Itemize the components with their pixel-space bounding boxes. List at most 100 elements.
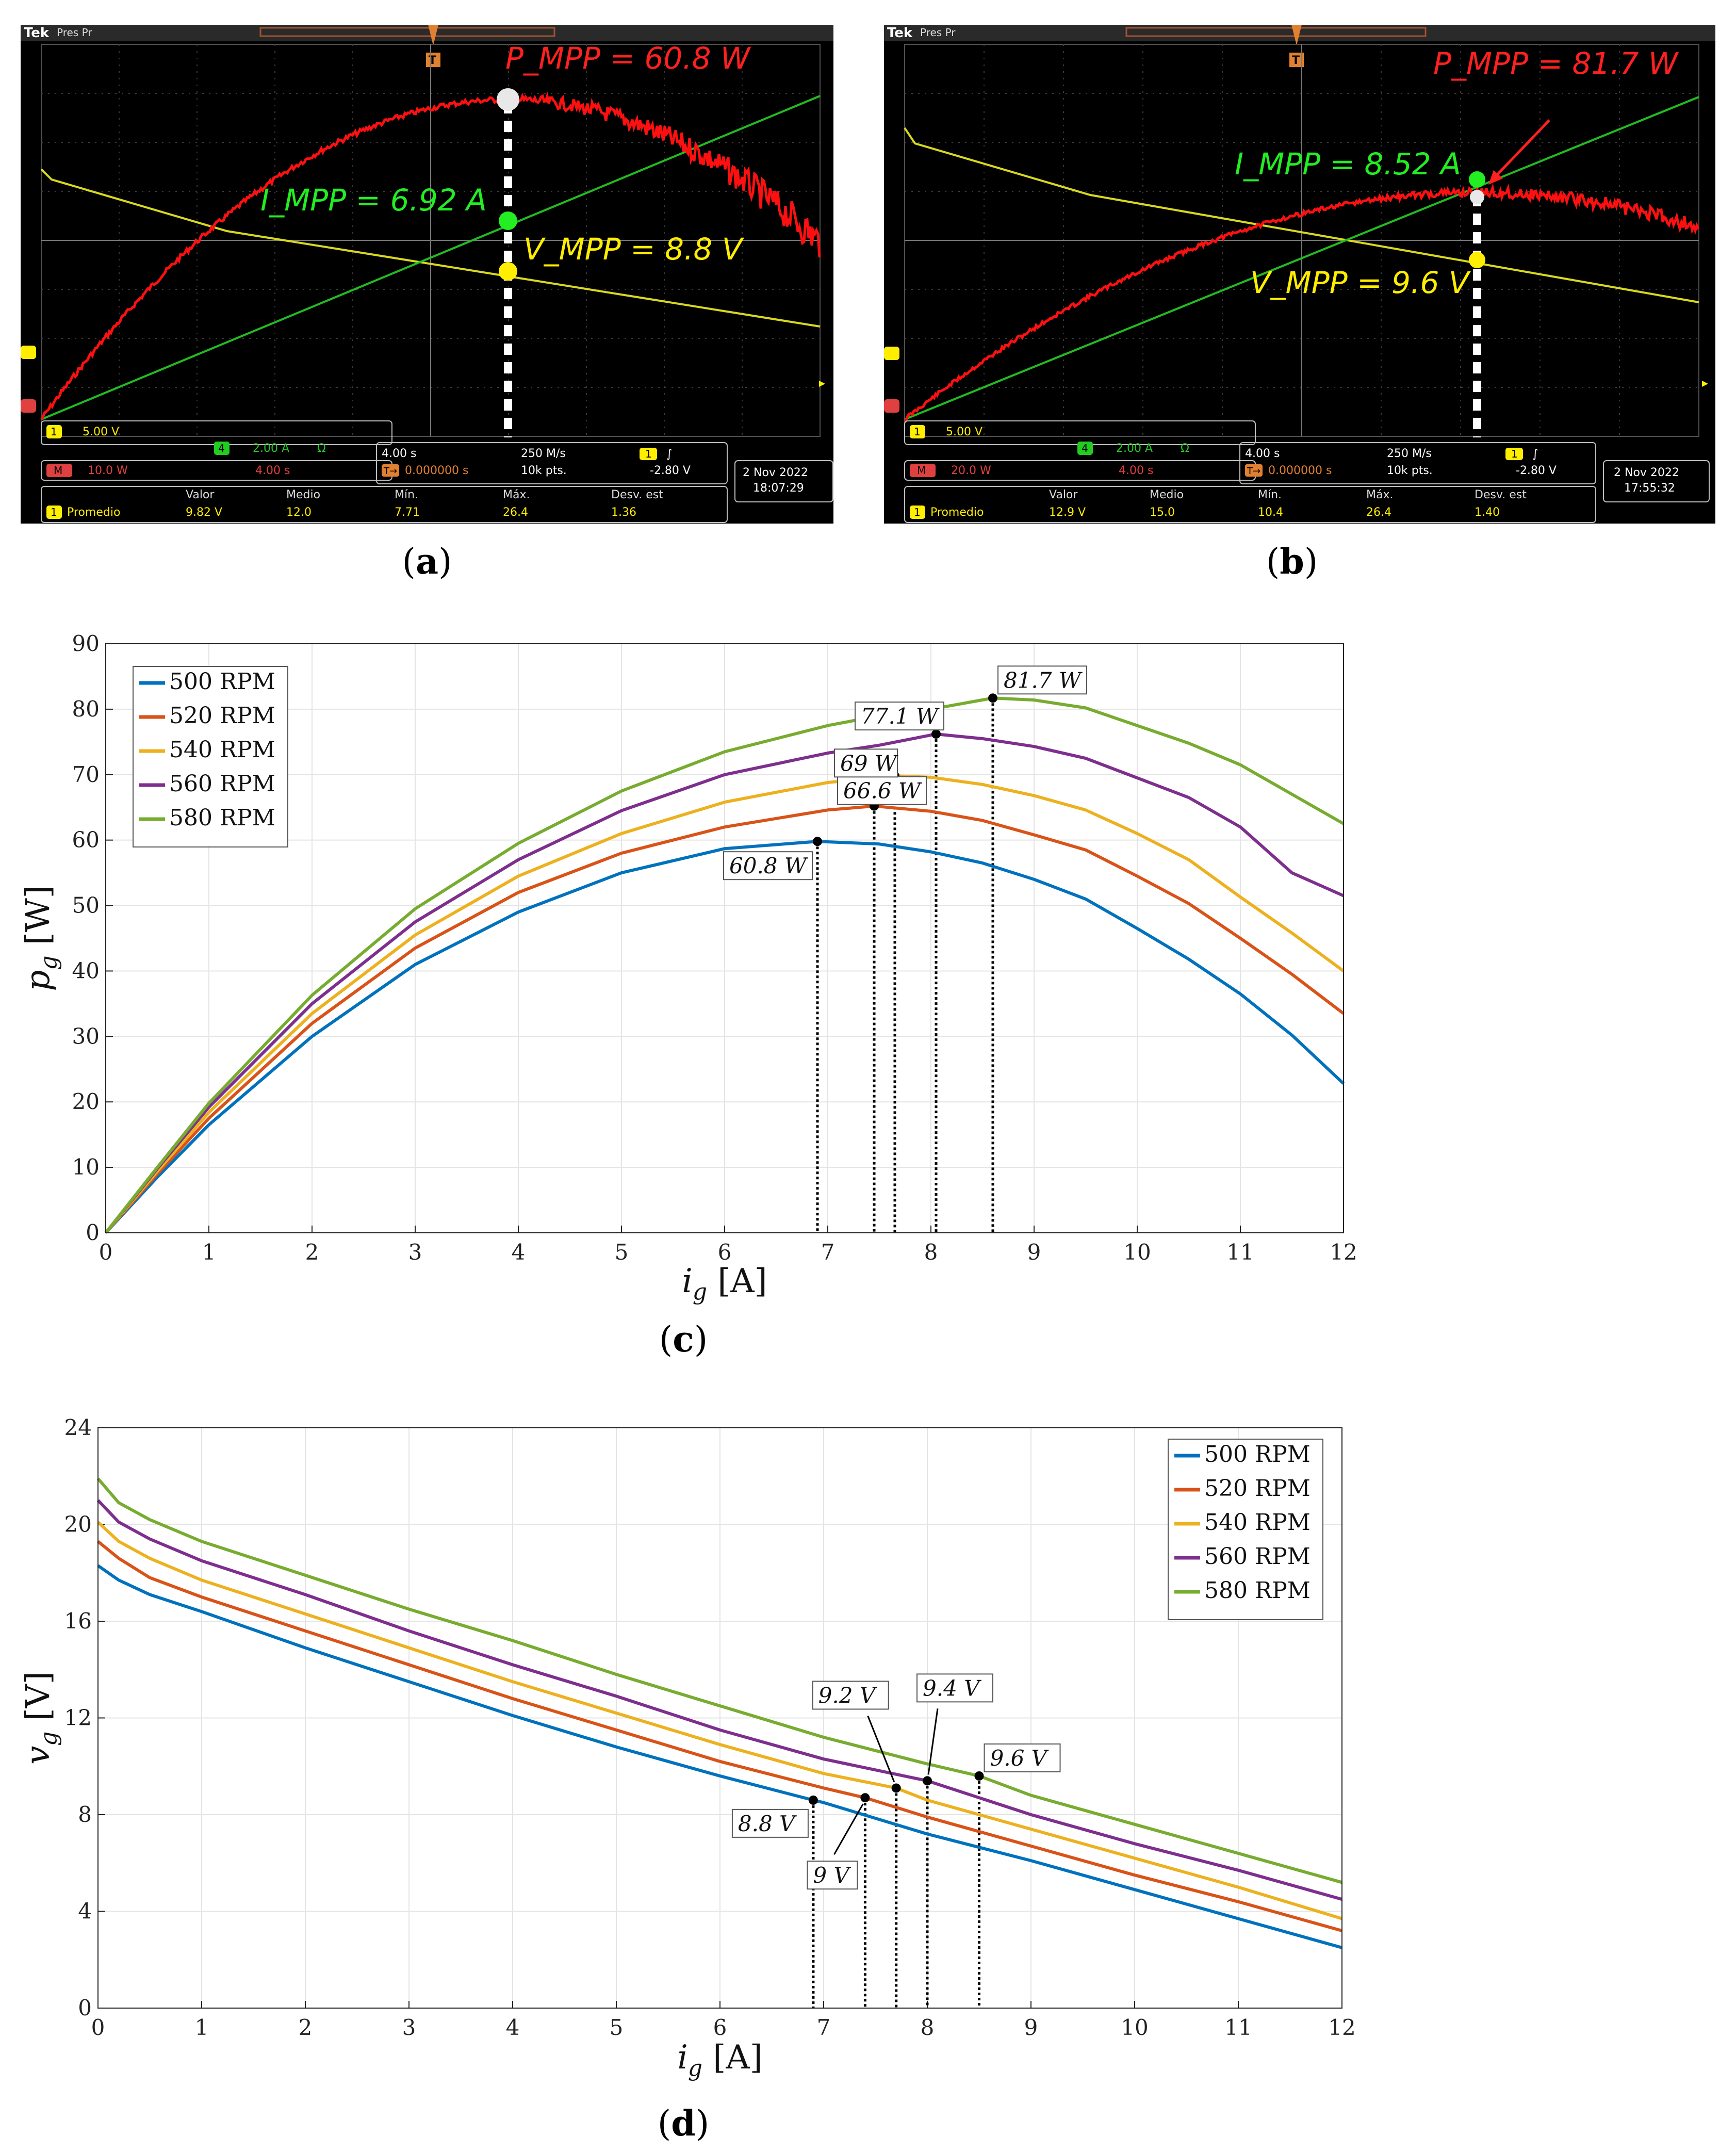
svg-text:M: M bbox=[917, 464, 926, 477]
data-label: 9.6 V bbox=[990, 1746, 1049, 1771]
series-line-580-rpm bbox=[96, 1477, 1342, 1884]
scope-b-ch1-ground-icon bbox=[884, 347, 899, 360]
svg-text:M: M bbox=[54, 464, 62, 477]
legend-entry: 580 RPM bbox=[169, 805, 275, 831]
scope-a-ch4-scale: 2.00 A bbox=[253, 442, 289, 455]
svg-text:T: T bbox=[1292, 54, 1300, 67]
data-label-box bbox=[807, 1861, 858, 1890]
scope-b-measure-value-0: 12.9 V bbox=[1049, 506, 1086, 519]
svg-text:4: 4 bbox=[1082, 442, 1088, 454]
scope-b-measure-label-0: Valor bbox=[1049, 488, 1078, 501]
svg-text:T: T bbox=[429, 54, 436, 67]
svg-text:1: 1 bbox=[914, 506, 921, 518]
scope-a-measure-value-3: 26.4 bbox=[503, 506, 528, 519]
caption-a: (a) bbox=[402, 541, 452, 582]
x-tick-label: 5 bbox=[615, 1240, 629, 1265]
scope-a-timebase-panel bbox=[376, 442, 728, 484]
y-tick-label: 0 bbox=[78, 1995, 92, 2020]
y-tick-label: 12 bbox=[64, 1705, 92, 1731]
scope-b: Tek Pres Pr T P_MPP = 81.7 W I_MPP = 8.5… bbox=[884, 25, 1715, 524]
y-tick-label: 70 bbox=[72, 762, 100, 787]
scope-b-measure-label-4: Desv. est bbox=[1475, 488, 1527, 501]
x-tick-label: 5 bbox=[610, 2015, 624, 2040]
x-tick-label: 3 bbox=[402, 2015, 416, 2040]
scope-b-timebase: 4.00 s bbox=[1245, 447, 1280, 460]
x-tick-label: 1 bbox=[202, 1240, 216, 1265]
scope-a-measure-value-2: 7.71 bbox=[395, 506, 420, 519]
caption-c: (c) bbox=[659, 1319, 708, 1360]
legend-entry: 500 RPM bbox=[1204, 1441, 1311, 1468]
y-tick-label: 30 bbox=[72, 1023, 100, 1049]
data-label-box bbox=[723, 851, 813, 881]
mpp-point bbox=[974, 1771, 984, 1781]
data-label: 66.6 W bbox=[843, 778, 923, 804]
scope-a-p-marker bbox=[497, 88, 519, 111]
data-label: 8.8 V bbox=[738, 1811, 797, 1836]
scope-b-current-trace bbox=[904, 96, 1699, 420]
mpp-point bbox=[931, 729, 941, 739]
scope-b-grid bbox=[905, 44, 1699, 436]
data-label: 9 V bbox=[813, 1863, 851, 1888]
data-label-box bbox=[731, 1808, 809, 1838]
scope-a-datetime-panel bbox=[734, 460, 833, 502]
data-label-box bbox=[812, 1681, 889, 1710]
scope-b-power-trace bbox=[904, 183, 1700, 421]
scope-a-record-bar bbox=[259, 27, 555, 37]
scope-a-measure-name: Promedio bbox=[67, 506, 120, 519]
scope-a-points: 10k pts. bbox=[521, 464, 567, 477]
label-pointer bbox=[833, 1803, 864, 1855]
svg-text:1: 1 bbox=[51, 506, 57, 518]
scope-b-v-marker bbox=[1469, 252, 1485, 268]
axis-label: vg [V] bbox=[19, 1671, 62, 1765]
scope-b-ch1-scale: 5.00 V bbox=[946, 426, 982, 438]
scope-a-screen bbox=[21, 25, 833, 524]
scope-b-voltage-trace bbox=[904, 127, 1699, 303]
y-tick-label: 0 bbox=[86, 1220, 100, 1245]
scope-a-waveforms bbox=[40, 91, 821, 420]
scope-a-trigger-position: 0.000000 s bbox=[405, 464, 468, 477]
scope-b-rate: 250 M/s bbox=[1387, 447, 1432, 460]
scope-a-measure-value-0: 9.82 V bbox=[186, 506, 222, 519]
x-tick-label: 10 bbox=[1123, 1240, 1151, 1265]
legend-entry: 500 RPM bbox=[169, 669, 275, 695]
scope-b-measure-value-4: 1.40 bbox=[1475, 506, 1500, 519]
scope-a-math-ground-icon bbox=[21, 399, 36, 413]
x-tick-label: 6 bbox=[718, 1240, 732, 1265]
scope-b-trigger-marker-icon bbox=[1291, 25, 1302, 45]
scope-a-time: 18:07:29 bbox=[753, 482, 804, 495]
axis-label: ig [A] bbox=[682, 1262, 767, 1305]
svg-text:T→: T→ bbox=[1247, 466, 1260, 477]
data-label: 77.1 W bbox=[861, 704, 940, 729]
scope-b-p-label: P_MPP = 81.7 W bbox=[1433, 46, 1679, 81]
scope-b-math-scale: 20.0 W bbox=[951, 464, 991, 477]
scope-a-right-marker-icon bbox=[819, 381, 825, 387]
scope-b-right-marker-icon bbox=[1702, 381, 1708, 387]
data-label-box bbox=[997, 665, 1087, 695]
scope-a-p-label: P_MPP = 60.8 W bbox=[505, 41, 751, 76]
x-tick-label: 11 bbox=[1226, 1240, 1254, 1265]
scope-b-arrowhead-icon bbox=[1488, 170, 1503, 185]
y-tick-label: 40 bbox=[72, 958, 100, 983]
scope-b-date: 2 Nov 2022 bbox=[1614, 466, 1679, 479]
scope-b-points: 10k pts. bbox=[1387, 464, 1433, 477]
scope-b-measure-label-2: Mín. bbox=[1258, 488, 1282, 501]
scope-a-rate: 250 M/s bbox=[521, 447, 566, 460]
data-label-box bbox=[855, 702, 944, 731]
scope-b-v-label: V_MPP = 9.6 V bbox=[1250, 265, 1471, 300]
x-tick-label: 4 bbox=[506, 2015, 520, 2040]
scope-a-ch1-ground-icon bbox=[21, 346, 36, 359]
x-tick-label: 12 bbox=[1330, 1240, 1357, 1265]
data-label-box bbox=[916, 1673, 993, 1703]
mpp-point bbox=[860, 1793, 870, 1803]
series-line-520-rpm bbox=[97, 1540, 1342, 1932]
x-tick-label: 9 bbox=[1024, 2015, 1038, 2040]
x-tick-label: 12 bbox=[1328, 2015, 1355, 2040]
y-tick-label: 20 bbox=[72, 1089, 100, 1114]
x-tick-label: 2 bbox=[305, 1240, 319, 1265]
scope-a-measure-label-1: Medio bbox=[286, 488, 320, 501]
axes-box bbox=[105, 643, 1344, 1233]
scope-b-measure-value-1: 15.0 bbox=[1150, 506, 1175, 519]
data-label-box bbox=[837, 776, 927, 805]
scope-b-brand: Tek bbox=[887, 25, 913, 41]
